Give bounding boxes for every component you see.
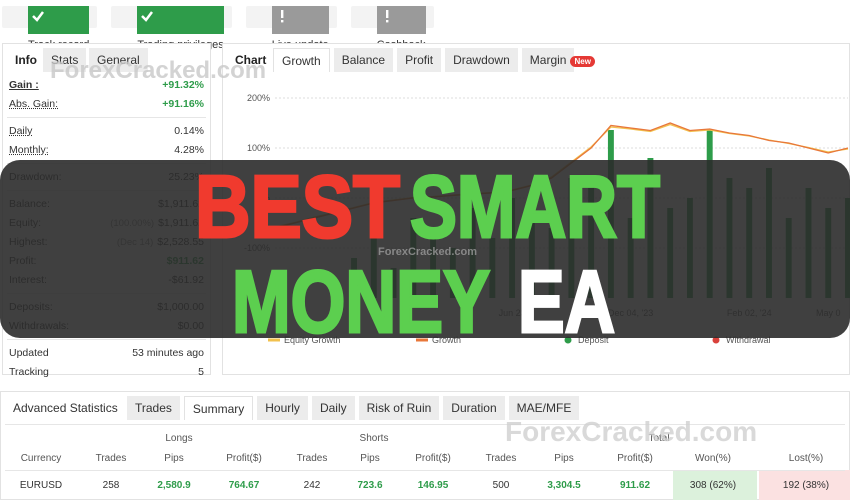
won-bg (673, 470, 757, 500)
stats-tab[interactable]: Summary (183, 396, 254, 420)
stats-tab[interactable]: Hourly (257, 396, 308, 420)
new-badge: New (570, 56, 595, 67)
legend-label: Deposit (578, 335, 609, 345)
info-icon (271, 6, 329, 34)
stats-tab[interactable]: MAE/MFE (508, 396, 580, 420)
legend-dot (564, 336, 572, 344)
table-cell: 192 (38%) (782, 480, 830, 491)
column-header: Profit($) (617, 453, 653, 464)
stats-tab[interactable]: Daily (311, 396, 355, 420)
y-tick-label: 100% (247, 143, 270, 153)
panel-tab[interactable]: General (89, 48, 148, 72)
stats-tab[interactable]: Duration (443, 396, 505, 420)
table-cell: 258 (102, 480, 120, 491)
column-header: Currency (20, 453, 62, 464)
chart-tab[interactable]: Drawdown (445, 48, 518, 72)
column-header: Lost(%) (788, 453, 824, 464)
column-header: Profit($) (226, 453, 262, 464)
column-header: Pips (164, 453, 184, 464)
legend-dot (712, 336, 720, 344)
table-cell: 723.6 (357, 480, 383, 491)
group-header: Shorts (359, 433, 389, 444)
stat-label: Gain : (9, 79, 39, 91)
stat-label: Abs. Gain: (9, 98, 59, 110)
stat-value-text: 0.14% (174, 125, 204, 137)
chart-tab[interactable]: Profit (397, 48, 442, 72)
stats-title: Advanced Statistics (5, 396, 126, 420)
table-rule (5, 424, 845, 425)
info-icon (376, 6, 426, 34)
watermark: ForexCracked.com (378, 246, 477, 258)
stat-value-text: +91.32% (162, 79, 204, 91)
lost-bg (759, 470, 850, 500)
column-header: Pips (554, 453, 574, 464)
stat-label: Tracking (9, 366, 49, 378)
table-cell: 2,580.9 (157, 480, 191, 491)
y-tick-label: 200% (247, 93, 270, 103)
legend-label: Growth (432, 335, 461, 345)
table-cell: EURUSD (19, 480, 63, 491)
stat-value: 53 minutes ago (132, 347, 204, 359)
badge-bar: Track recordTrading privilegesLive updat… (0, 0, 850, 51)
separator (7, 339, 206, 340)
banner-word: SMART (410, 157, 660, 256)
status-badge: Track record (2, 6, 98, 51)
column-header: Trades (95, 453, 127, 464)
column-header: Won(%) (695, 453, 731, 464)
banner-background (0, 160, 850, 338)
table-cell: 242 (303, 480, 321, 491)
column-header: Trades (296, 453, 328, 464)
table-cell: 764.67 (228, 480, 260, 491)
panel-tab[interactable]: Stats (43, 48, 87, 72)
check-icon (28, 6, 90, 34)
chart-tab[interactable]: Margin (521, 48, 575, 72)
stat-value-text: 5 (198, 366, 204, 378)
banner-word: EA (518, 252, 615, 351)
stat-value: 5 (198, 366, 204, 378)
stat-value: 0.14% (174, 125, 204, 137)
banner-word: MONEY (232, 252, 490, 351)
stat-label: Updated (9, 347, 49, 359)
group-header: Longs (165, 433, 193, 444)
column-header: Trades (485, 453, 517, 464)
stats-tab[interactable]: Trades (127, 396, 180, 420)
column-header: Pips (360, 453, 380, 464)
chart-label: Chart (227, 48, 275, 72)
table-cell: 308 (62%) (689, 480, 737, 491)
panel-tab[interactable]: Info (7, 48, 45, 72)
banner-word: BEST (195, 157, 400, 256)
table-cell: 146.95 (417, 480, 449, 491)
stat-value: +91.32% (162, 79, 204, 91)
table-rule (5, 470, 845, 471)
table-cell: 500 (492, 480, 510, 491)
legend-label: Withdrawal (726, 335, 771, 345)
table-cell: 3,304.5 (547, 480, 581, 491)
stat-value-text: 4.28% (174, 144, 204, 156)
stat-label: Monthly: (9, 144, 49, 156)
stats-tab[interactable]: Risk of Ruin (358, 396, 440, 420)
group-header: Total (648, 433, 670, 444)
legend-label: Equity Growth (284, 335, 341, 345)
stat-value-text: 53 minutes ago (132, 347, 204, 359)
separator (7, 117, 206, 118)
watermark: ForexCracked.com (50, 57, 266, 84)
check-icon (137, 6, 224, 34)
table-cell: 911.62 (619, 480, 651, 491)
stat-label: Daily (9, 125, 33, 137)
chart-tab[interactable]: Growth (273, 48, 330, 72)
watermark: ForexCracked.com (505, 416, 757, 447)
stat-value: +91.16% (162, 98, 204, 110)
stat-value-text: +91.16% (162, 98, 204, 110)
column-header: Profit($) (415, 453, 451, 464)
stat-value: 4.28% (174, 144, 204, 156)
chart-tab[interactable]: Balance (333, 48, 394, 72)
advanced-statistics: Advanced Statistics Trades Summary Hourly Da… (0, 391, 850, 500)
